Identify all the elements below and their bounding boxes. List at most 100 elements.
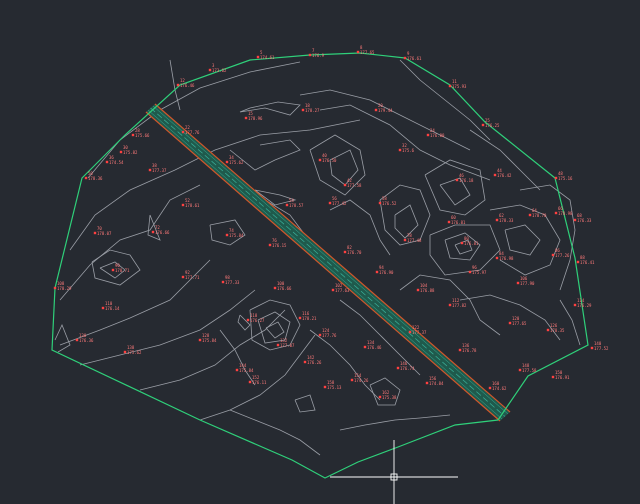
survey-point-code: 48	[558, 171, 563, 176]
survey-point-code: 100	[277, 281, 285, 286]
road-alignment[interactable]	[145, 103, 511, 422]
survey-point-elevation: 175.6	[402, 148, 415, 153]
survey-point-code: 64	[532, 208, 537, 213]
survey-point-marker	[554, 176, 558, 180]
site-boundary[interactable]	[51, 52, 589, 479]
survey-point-marker	[416, 288, 420, 292]
contour-line	[257, 311, 291, 344]
survey-point-marker	[123, 350, 127, 354]
contour-line	[439, 177, 471, 206]
survey-point-elevation: 177.07	[280, 343, 295, 348]
survey-point-code: 12	[180, 78, 185, 83]
contour-line	[399, 59, 491, 141]
contour-line	[294, 394, 316, 413]
contour-line	[399, 274, 501, 336]
survey-point-code: 56	[332, 196, 337, 201]
